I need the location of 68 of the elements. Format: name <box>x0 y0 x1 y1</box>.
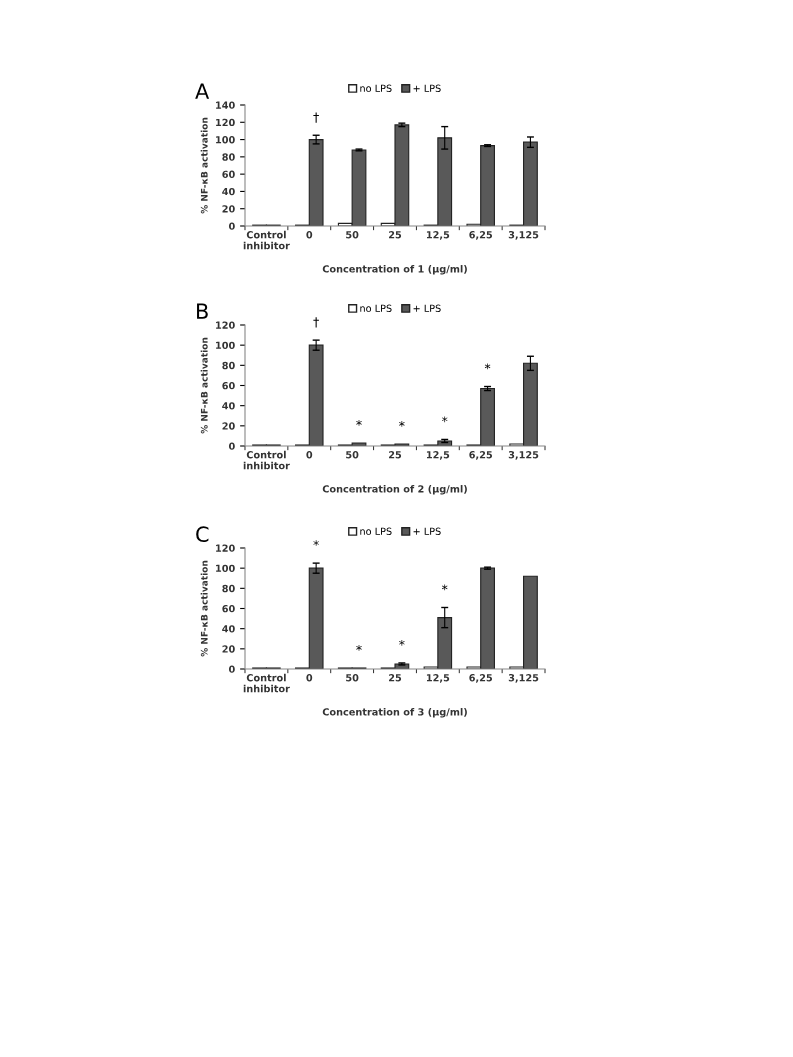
annotation: * <box>441 416 448 423</box>
y-tick-label: 60 <box>222 604 235 613</box>
y-tick-label: 120 <box>216 321 235 329</box>
y-tick-label: 100 <box>216 341 235 349</box>
x-tick-label: Control inhibitor <box>243 673 290 693</box>
x-tick-label: 6,25 <box>469 674 493 683</box>
y-axis-title: % NF-κB activation <box>200 337 208 434</box>
x-tick-label: 3,125 <box>508 674 539 683</box>
x-tick-label: 50 <box>346 231 359 239</box>
annotation: † <box>313 112 319 123</box>
y-axis-title: % NF-κB activation <box>200 117 208 214</box>
x-axis-title: Concentration of 2 (µg/ml) <box>322 485 467 495</box>
annotation: * <box>484 363 491 370</box>
annotation: † <box>313 317 319 328</box>
x-tick-label: 50 <box>346 674 359 682</box>
legend-label: no LPS <box>360 304 392 312</box>
y-tick-label: 120 <box>216 118 235 127</box>
y-tick-label: 60 <box>222 170 235 178</box>
y-tick-label: 40 <box>222 187 235 196</box>
x-tick-label: 0 <box>306 674 313 682</box>
y-tick-label: 20 <box>222 645 235 653</box>
x-tick-label: 3,125 <box>508 231 539 240</box>
y-tick-label: 140 <box>216 101 235 109</box>
legend-label: no LPS <box>360 84 392 92</box>
x-tick-label: 6,25 <box>469 231 493 240</box>
x-tick-label: 0 <box>306 231 313 239</box>
y-tick-label: 80 <box>222 153 235 161</box>
x-tick-label: 25 <box>389 451 402 459</box>
legend-label: + LPS <box>413 304 441 312</box>
y-tick-label: 80 <box>222 584 235 593</box>
chart-title: A <box>195 83 210 99</box>
y-axis-title: % NF-κB activation <box>200 560 208 657</box>
x-axis-title: Concentration of 3 (µg/ml) <box>322 708 467 718</box>
chart-title: B <box>197 303 208 319</box>
legend-label: + LPS <box>413 84 441 92</box>
y-tick-label: 100 <box>216 136 235 144</box>
x-tick-label: 3,125 <box>508 451 539 460</box>
x-tick-label: 12,5 <box>426 674 450 683</box>
x-tick-label: 6,25 <box>469 451 493 460</box>
annotation: * <box>441 584 448 591</box>
x-tick-label: 0 <box>306 451 313 459</box>
y-tick-label: 20 <box>222 205 235 213</box>
y-tick-label: 0 <box>228 442 235 450</box>
annotation: * <box>399 421 405 427</box>
annotation: * <box>356 645 362 651</box>
legend-label: + LPS <box>413 527 441 535</box>
y-tick-label: 0 <box>228 222 235 230</box>
y-tick-label: 60 <box>222 381 235 390</box>
x-axis-title: Concentration of 1 (µg/ml) <box>322 265 467 275</box>
x-tick-label: 12,5 <box>426 451 450 460</box>
y-tick-label: 40 <box>222 625 235 633</box>
y-tick-label: 120 <box>216 544 235 552</box>
x-tick-label: Control inhibitor <box>243 450 290 470</box>
annotation: * <box>356 419 362 426</box>
chart-title: C <box>196 526 209 543</box>
x-tick-label: 25 <box>389 674 402 682</box>
x-tick-label: 50 <box>346 451 359 459</box>
x-tick-label: 25 <box>389 231 402 239</box>
y-tick-label: 0 <box>228 665 235 673</box>
annotation: * <box>313 540 319 546</box>
x-tick-label: Control inhibitor <box>243 230 290 250</box>
y-tick-label: 80 <box>222 361 235 370</box>
y-tick-label: 20 <box>222 422 235 430</box>
annotation: * <box>399 639 405 646</box>
y-tick-label: 40 <box>222 402 235 410</box>
y-tick-label: 100 <box>216 564 235 572</box>
legend-label: no LPS <box>360 527 392 535</box>
x-tick-label: 12,5 <box>426 231 450 240</box>
